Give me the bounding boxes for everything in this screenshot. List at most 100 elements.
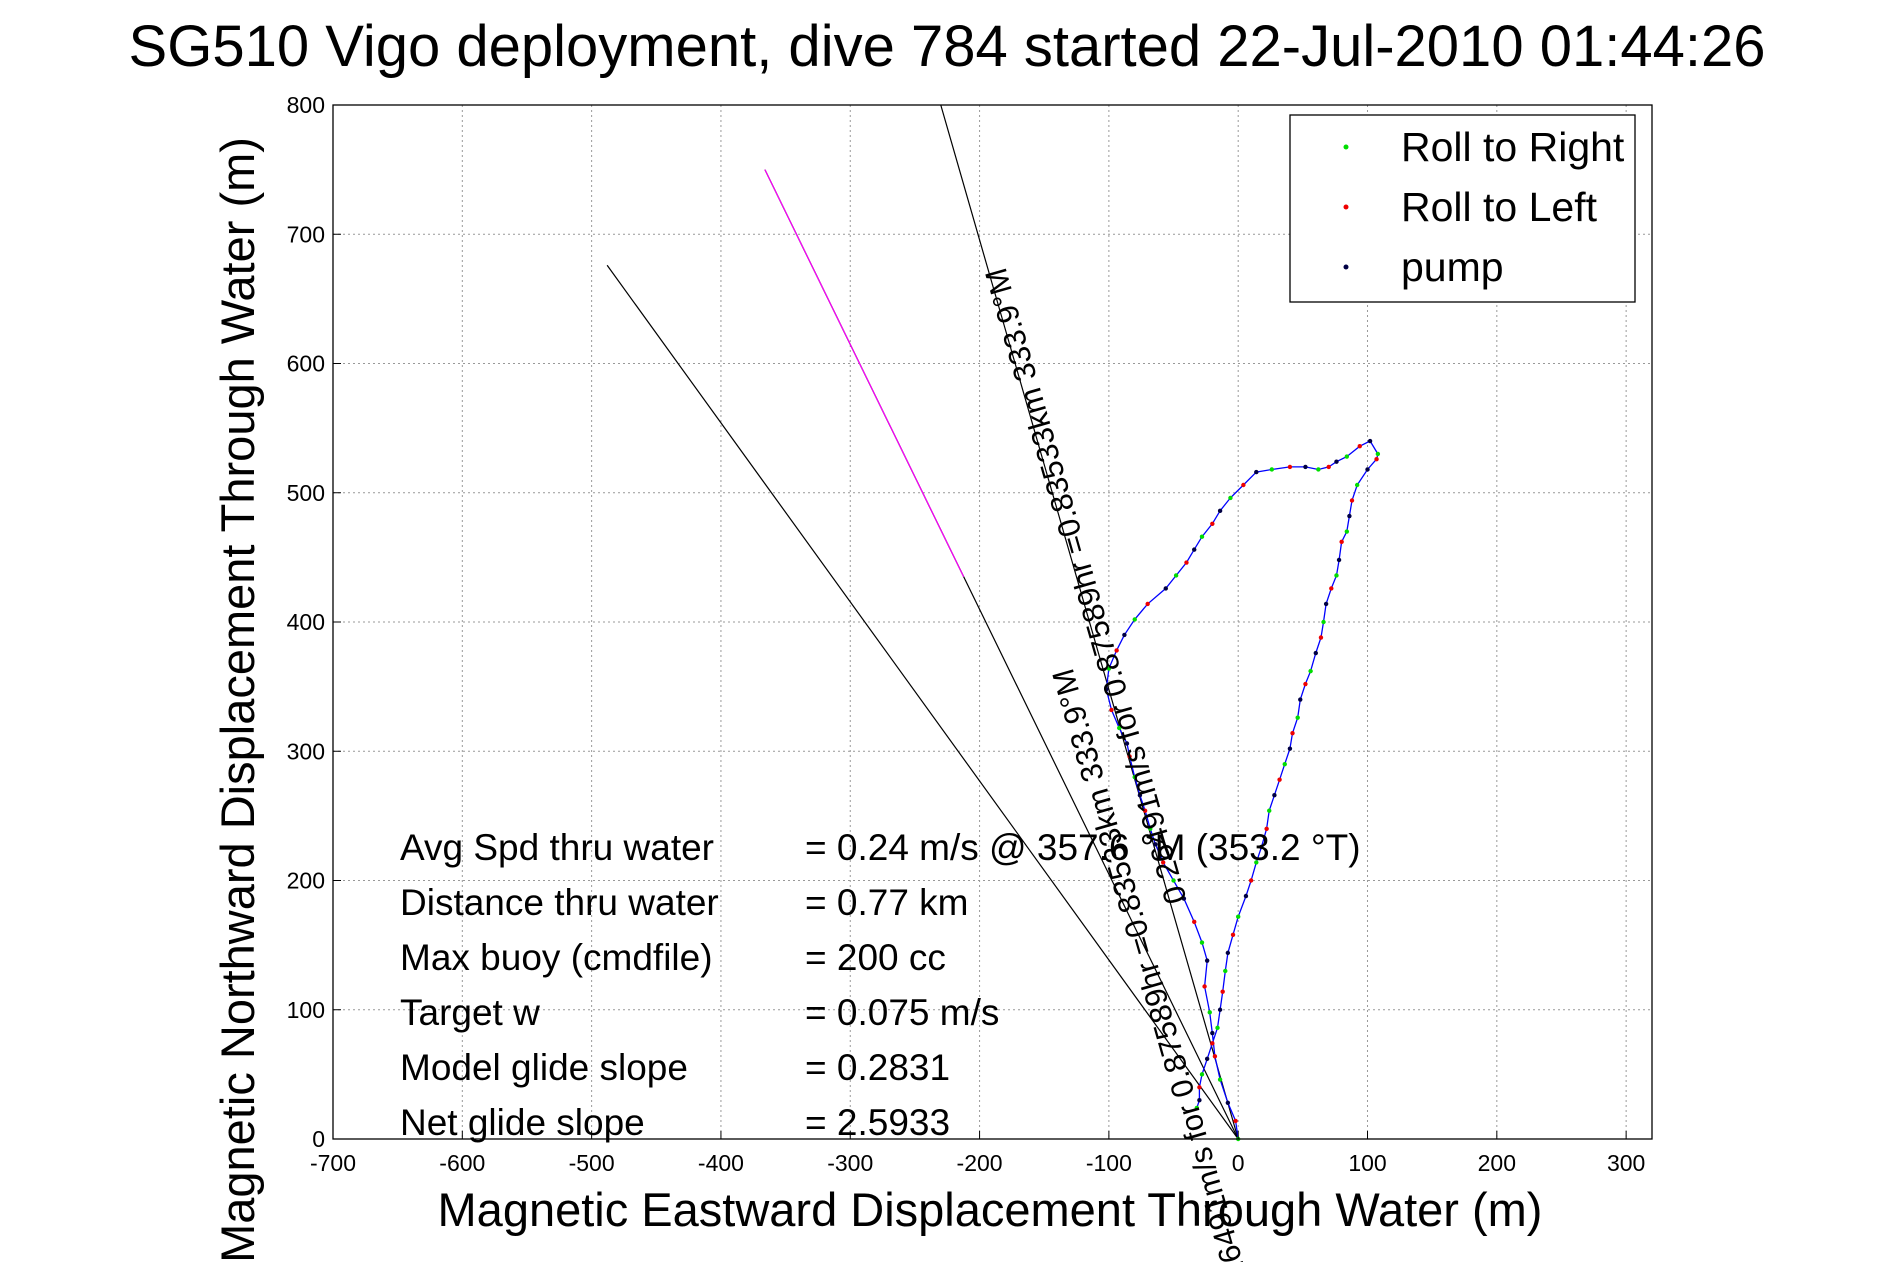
- y-tick-label: 200: [287, 868, 325, 894]
- stat-label: Net glide slope: [400, 1102, 645, 1143]
- track-point: [1207, 1010, 1212, 1015]
- track-point: [1235, 914, 1241, 919]
- track-point: [1323, 601, 1329, 607]
- legend-label: Roll to Left: [1401, 184, 1598, 230]
- track-point: [1163, 586, 1168, 591]
- track-point: [1153, 842, 1158, 847]
- track-point: [1298, 697, 1303, 702]
- legend-marker: [1343, 264, 1349, 270]
- track-point: [1204, 958, 1210, 963]
- track-point: [1334, 459, 1339, 464]
- track-point: [1197, 1085, 1202, 1090]
- track-point: [1248, 878, 1254, 883]
- track-point: [1287, 746, 1293, 751]
- y-tick-label: 600: [287, 351, 325, 377]
- track-point: [1365, 467, 1370, 472]
- y-tick-label: 700: [287, 221, 325, 247]
- track-point: [1199, 940, 1205, 945]
- track-point: [1173, 573, 1179, 578]
- track-point: [1313, 650, 1318, 656]
- track-point: [1197, 1098, 1202, 1103]
- stat-value: = 2.5933: [805, 1102, 950, 1143]
- track-point: [1357, 444, 1362, 449]
- track-point: [1137, 792, 1143, 798]
- track-point: [1374, 456, 1379, 462]
- track-point: [1215, 1025, 1220, 1031]
- x-tick-label: 300: [1607, 1150, 1645, 1176]
- track-point: [1241, 482, 1246, 488]
- stat-label: Distance thru water: [400, 882, 719, 923]
- track-point: [1117, 725, 1122, 731]
- current-line-highlight: [764, 169, 965, 578]
- track-point: [1217, 508, 1223, 514]
- x-axis-title: Magnetic Eastward Displacement Through W…: [438, 1183, 1543, 1236]
- track-point: [1344, 454, 1350, 459]
- track-point: [1223, 968, 1228, 974]
- x-tick-label: -500: [569, 1150, 615, 1176]
- track-point: [1194, 1105, 1200, 1111]
- track-point: [1264, 826, 1269, 831]
- y-tick-label: 500: [287, 480, 325, 506]
- track-point: [1217, 1077, 1223, 1082]
- track-point: [1254, 469, 1259, 475]
- track-point: [1132, 617, 1137, 622]
- track-point: [1318, 635, 1324, 640]
- track-point: [1349, 498, 1355, 503]
- legend-label: Roll to Right: [1401, 124, 1625, 170]
- track-point: [1339, 539, 1344, 545]
- track-point: [1230, 932, 1236, 937]
- track-point: [1272, 792, 1277, 798]
- track-point: [1225, 1100, 1231, 1106]
- track-point: [1259, 844, 1264, 850]
- x-tick-label: -400: [698, 1150, 744, 1176]
- dive-statistics: Avg Spd thru water = 0.24 m/s @ 357.6 °M …: [400, 827, 1361, 1143]
- track-point: [1145, 601, 1150, 607]
- track-point: [1212, 1054, 1218, 1059]
- track-point: [1217, 1007, 1223, 1012]
- track-point: [1132, 774, 1137, 780]
- track-point: [1282, 761, 1287, 767]
- stat-value: = 0.24 m/s @ 357.6 °M (353.2 °T): [805, 827, 1361, 868]
- track-point: [1344, 529, 1350, 534]
- track-point: [1148, 826, 1153, 831]
- track-point: [1114, 648, 1119, 653]
- bearing-annotation: 0.26491m/s for 0.87589hr =0.83533km 333.…: [1045, 665, 1260, 1262]
- track-point: [1199, 534, 1205, 539]
- y-tick-label: 300: [287, 738, 325, 764]
- x-tick-label: -100: [1086, 1150, 1132, 1176]
- track-point: [1326, 464, 1331, 470]
- x-tick-label: -600: [439, 1150, 485, 1176]
- stat-value: = 200 cc: [805, 937, 946, 978]
- legend-marker: [1343, 144, 1349, 150]
- y-tick-label: 100: [287, 997, 325, 1023]
- y-tick-label: 0: [312, 1126, 325, 1152]
- track-point: [1375, 451, 1381, 457]
- legend-label: pump: [1401, 244, 1504, 290]
- axis-ticks: -700 -600 -500 -400 -300 -200 -100 0 100 200 300 0 1…: [287, 92, 1646, 1176]
- track-point: [1295, 715, 1300, 720]
- y-axis-title: Magnetic Northward Displacement Through …: [211, 137, 264, 1262]
- track-point: [1220, 989, 1225, 994]
- track-point: [1329, 586, 1334, 591]
- track-point: [1124, 741, 1130, 746]
- x-tick-label: -700: [310, 1150, 356, 1176]
- track-point: [1321, 619, 1326, 625]
- track-point: [1106, 666, 1112, 671]
- x-tick-label: 200: [1478, 1150, 1516, 1176]
- track-point: [1287, 464, 1293, 470]
- legend-marker: [1343, 204, 1349, 210]
- track-point: [1290, 730, 1295, 736]
- track-point: [1199, 1072, 1205, 1077]
- track-point: [1233, 1118, 1238, 1124]
- stat-label: Target w: [400, 992, 540, 1033]
- track-point: [1210, 521, 1215, 526]
- track-point: [1122, 632, 1127, 638]
- track-point: [1228, 495, 1233, 501]
- track-point: [1210, 1030, 1215, 1036]
- grid-lines: [332, 104, 1652, 1140]
- track-point: [1160, 860, 1166, 865]
- track-point: [1308, 668, 1313, 674]
- track-point: [1347, 513, 1352, 519]
- track-point: [1354, 482, 1360, 488]
- chart-title: SG510 Vigo deployment, dive 784 started …: [129, 14, 1766, 79]
